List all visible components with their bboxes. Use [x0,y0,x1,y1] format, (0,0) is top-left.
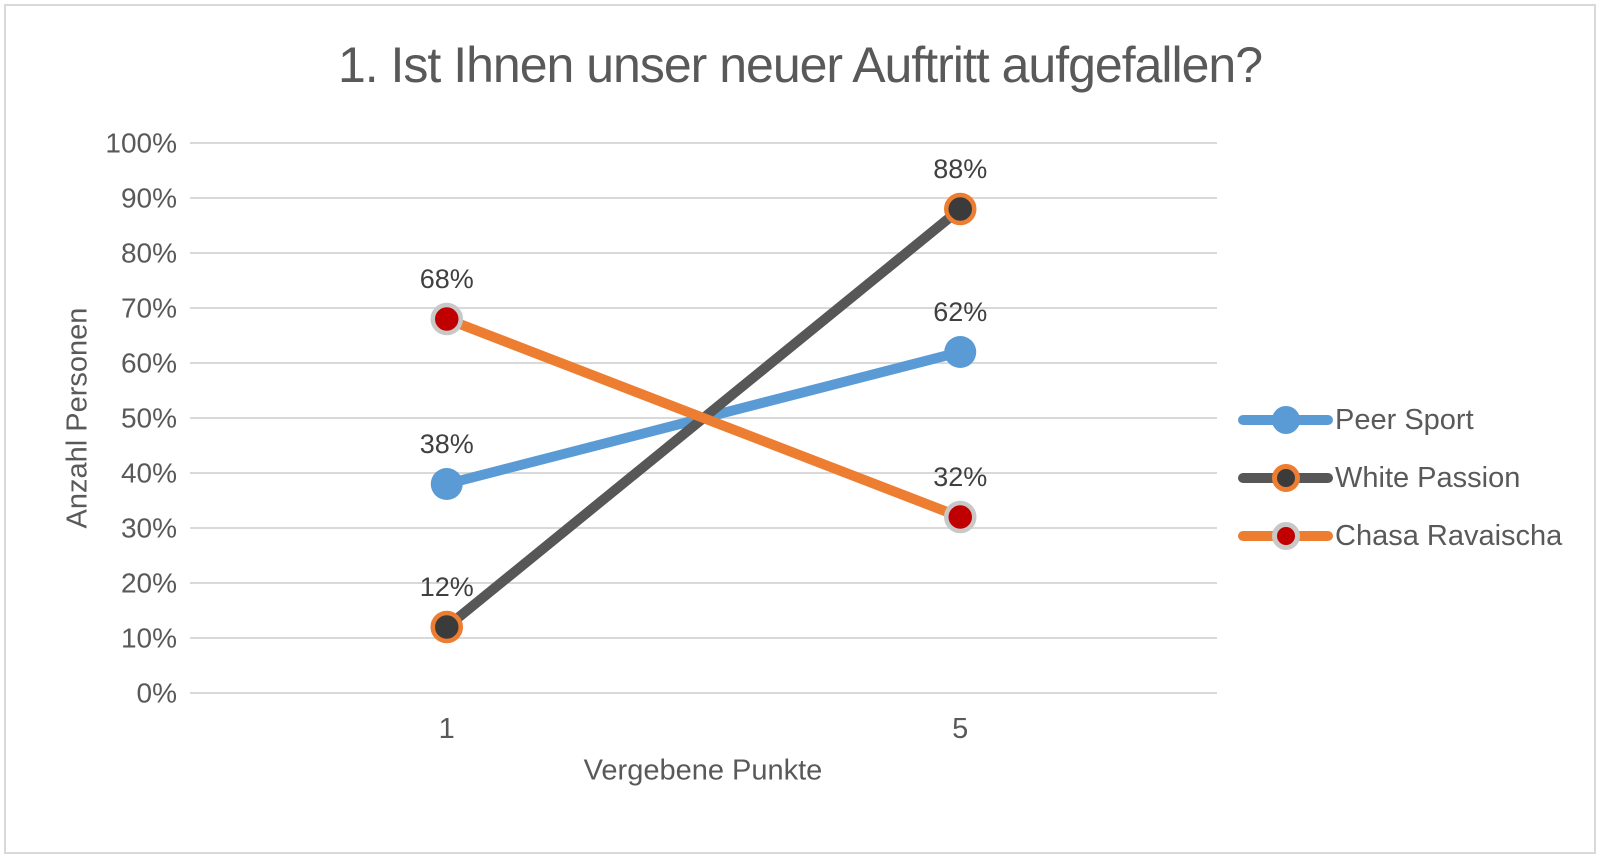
marker-peer-sport [944,336,977,368]
y-tick-label: 30% [121,513,177,544]
data-label-white-passion: 12% [420,572,474,602]
data-label-chasa-ravaischa: 68% [420,264,474,294]
marker-chasa-ravaischa [944,500,977,534]
data-label-chasa-ravaischa: 32% [933,462,987,492]
data-label-peer-sport: 62% [933,297,987,327]
x-tick-label: 5 [952,713,968,745]
y-tick-label: 0% [137,678,177,709]
legend-marker-icon [1271,522,1300,550]
marker-chasa-ravaischa [430,302,463,336]
chart-title: 1. Ist Ihnen unser neuer Auftritt aufgef… [337,37,1263,93]
x-tick-label: 1 [439,713,455,745]
legend-marker-icon [1271,464,1300,492]
y-tick-label: 20% [121,568,177,599]
legend-label: Chasa Ravaischa [1335,519,1563,552]
legend-swatch-icon [1238,406,1333,434]
y-tick-label: 80% [121,238,177,269]
legend-label: Peer Sport [1335,403,1474,436]
legend-item-chasa-ravaischa: Chasa Ravaischa [1238,507,1562,565]
y-tick-label: 60% [121,348,177,379]
y-tick-label: 90% [121,183,177,214]
data-label-white-passion: 88% [933,154,987,184]
y-tick-label: 70% [121,293,177,324]
marker-peer-sport [430,468,463,500]
legend-item-white-passion: White Passion [1238,449,1562,507]
legend-swatch-icon [1238,522,1333,550]
legend-swatch-icon [1238,464,1333,492]
x-axis-title: Vergebene Punkte [583,754,823,787]
y-tick-label: 100% [105,128,177,159]
legend-marker-icon [1271,406,1300,434]
y-tick-label: 40% [121,458,177,489]
legend-item-peer-sport: Peer Sport [1238,391,1562,449]
y-tick-label: 10% [121,623,177,654]
marker-white-passion [430,610,463,644]
series-line-chasa-ravaischa [441,314,966,522]
y-tick-label: 50% [121,403,177,434]
legend-label: White Passion [1335,461,1521,494]
legend: Peer Sport White Passion Chasa Ravaischa [1238,391,1562,565]
marker-white-passion [944,192,977,226]
data-label-peer-sport: 38% [420,429,474,459]
